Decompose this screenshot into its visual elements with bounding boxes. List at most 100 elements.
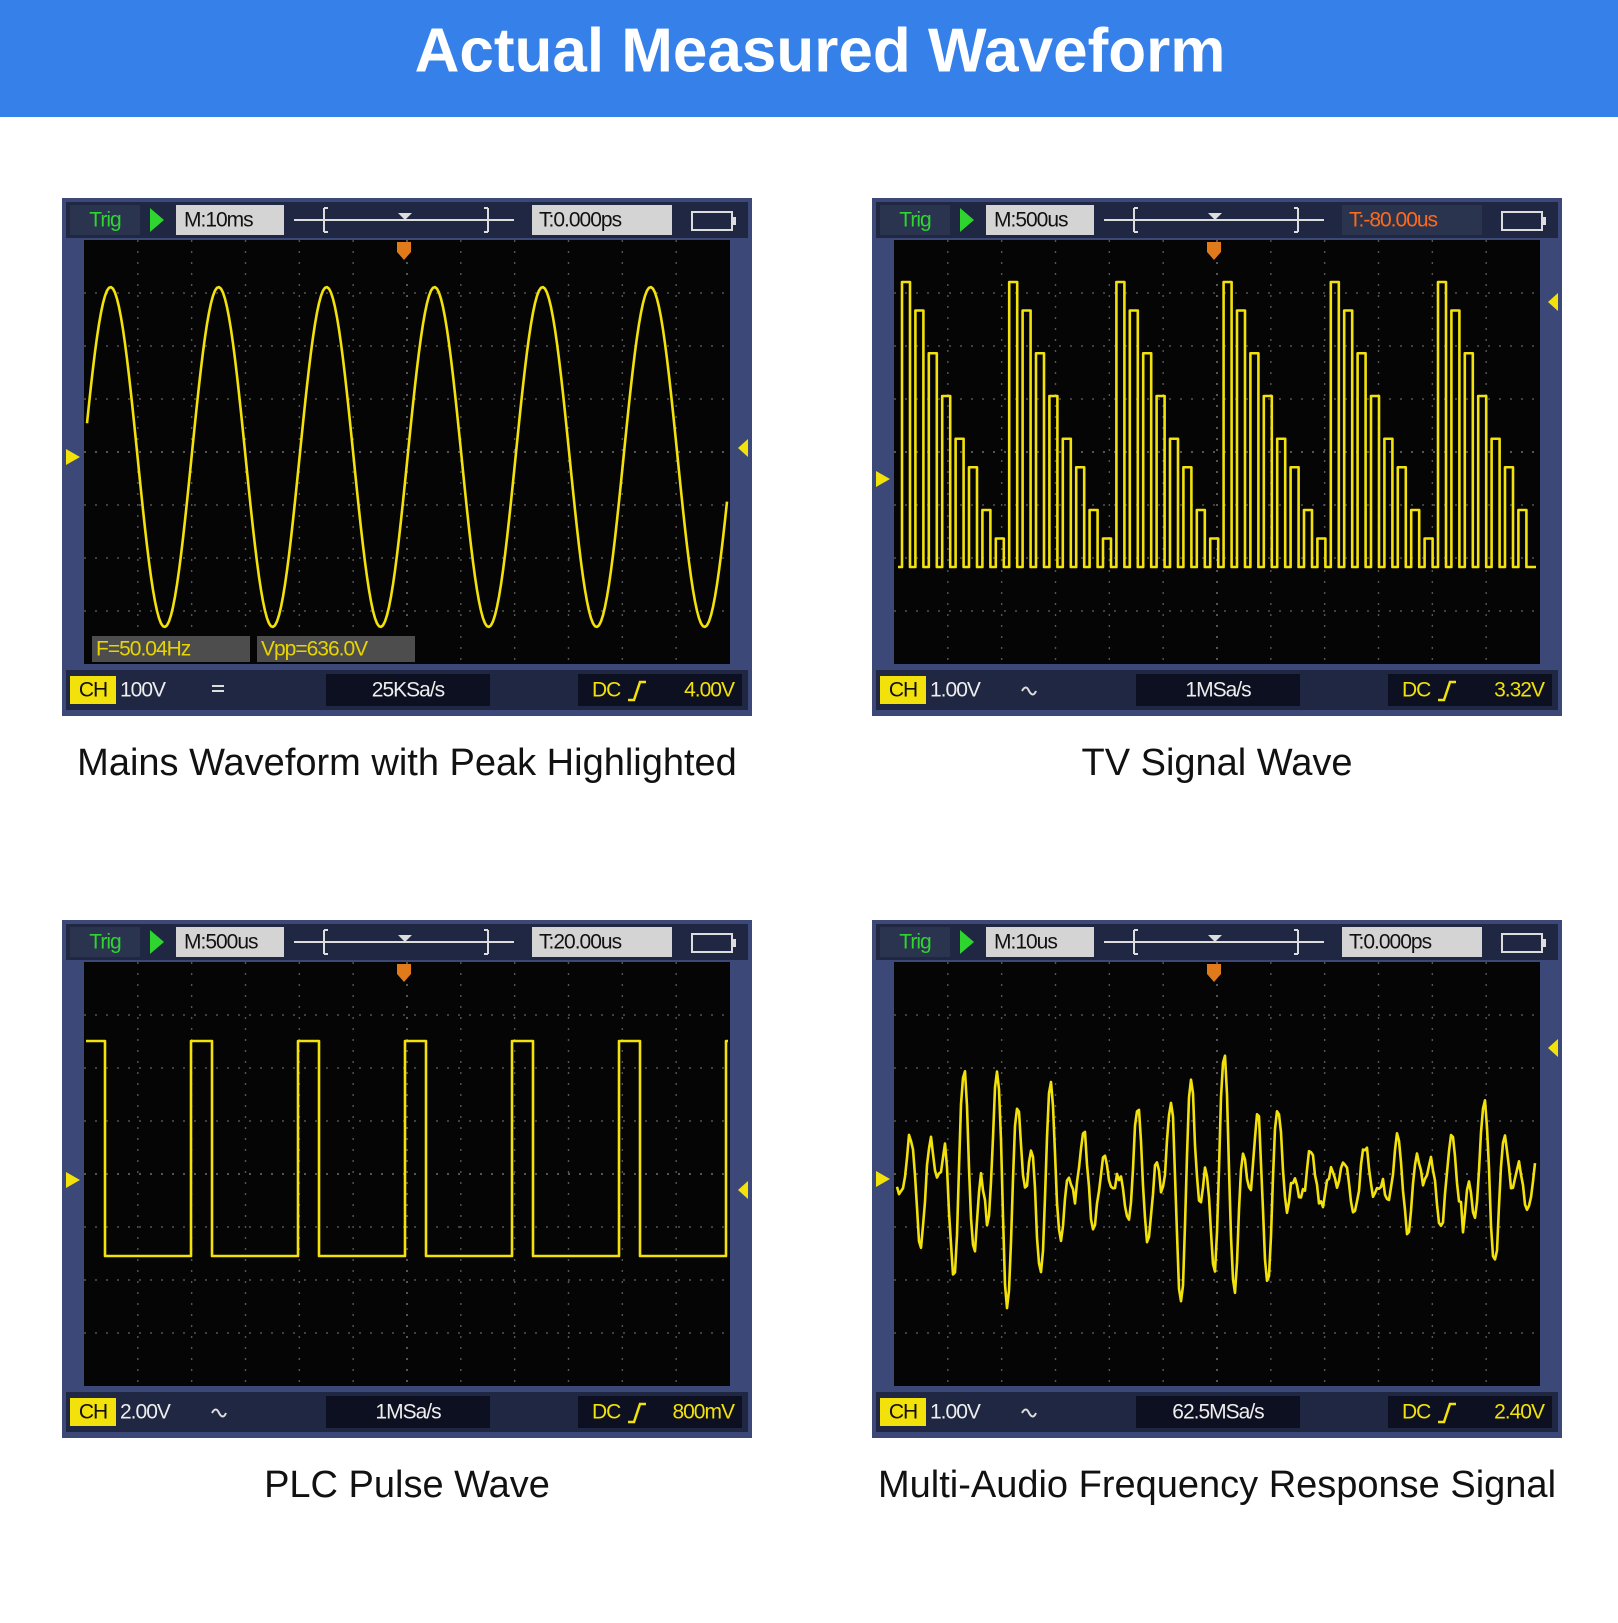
battery-tip (732, 939, 736, 947)
channel: CH (79, 1401, 107, 1424)
waveform (85, 285, 729, 629)
battery-tip (1542, 939, 1546, 947)
trigger-info-box (578, 1396, 742, 1428)
trigger-level: 2.40V (1494, 1401, 1545, 1424)
trigger-time: T:0.000ps (539, 209, 622, 232)
trigger-position-bar (1104, 929, 1324, 955)
trig-box (70, 927, 140, 957)
coupling-icon (1021, 1408, 1037, 1418)
scope-screen: TrigM:10usT:0.000psaudioCH1.00V62.5MSa/s… (872, 920, 1562, 1438)
channel: CH (79, 679, 107, 702)
trigger-level: 3.32V (1494, 679, 1545, 702)
header-title: Actual Measured Waveform (415, 16, 1226, 85)
caption: TV Signal Wave (1081, 742, 1352, 784)
sample-rate: 1MSa/s (1185, 679, 1251, 702)
sample-rate: 62.5MSa/s (1172, 1401, 1264, 1424)
waveform (895, 1054, 1537, 1310)
scope-screen: TrigM:500usT:20.00uspulseCH2.00V1MSa/sDC… (62, 920, 752, 1438)
trigger-time: T:-80.00us (1349, 209, 1438, 232)
trigger-marker (1207, 964, 1221, 982)
run-icon (960, 208, 974, 232)
ground-marker (876, 1171, 890, 1187)
sample-rate-box (326, 674, 490, 706)
coupling: DC (1402, 679, 1431, 702)
measurement: F=50.04Hz (96, 638, 191, 661)
scope-screen: TrigM:10msT:0.000pssineF=50.04HzVpp=636.… (62, 198, 752, 716)
timebase-box (176, 927, 284, 957)
trigger-position-marker (398, 935, 412, 942)
volts-div: 100V (120, 679, 166, 702)
measurement-box (257, 636, 415, 662)
trig-label: Trig (89, 209, 121, 232)
trigger-marker (1207, 242, 1221, 260)
trigger-marker (397, 964, 411, 982)
sample-rate: 1MSa/s (375, 1401, 441, 1424)
trigger-slope-icon (1438, 680, 1456, 702)
timebase-box (176, 205, 284, 235)
caption: Mains Waveform with Peak Highlighted (77, 742, 737, 784)
trigger-slope-icon (628, 1402, 646, 1424)
trigger-time-box (1342, 205, 1482, 235)
sample-rate-box (1136, 1396, 1300, 1428)
trigger-position-bar (294, 207, 514, 233)
trigger-slope-icon (628, 680, 646, 702)
sample-rate: 25KSa/s (372, 679, 445, 702)
channel-box (70, 676, 116, 704)
trigger-time-box (532, 927, 672, 957)
waveform (898, 280, 1536, 569)
timebase: M:500us (184, 931, 258, 954)
trigger-info-box (1388, 1396, 1552, 1428)
volts-div: 2.00V (120, 1401, 171, 1424)
coupling: DC (1402, 1401, 1431, 1424)
header-band (0, 0, 1618, 117)
caption: PLC Pulse Wave (264, 1464, 550, 1506)
trigger-level: 4.00V (684, 679, 735, 702)
coupling: DC (592, 679, 621, 702)
sample-rate-box (1136, 674, 1300, 706)
trigger-marker (397, 242, 411, 260)
trig-box (880, 205, 950, 235)
trigger-position-bar (1104, 207, 1324, 233)
volts-div: 1.00V (930, 679, 981, 702)
trigger-info-box (1388, 674, 1552, 706)
timebase-box (986, 927, 1094, 957)
channel-box (880, 1398, 926, 1426)
trigger-position-bar (294, 929, 514, 955)
trig-label: Trig (89, 931, 121, 954)
run-icon (150, 930, 164, 954)
caption: Multi-Audio Frequency Response Signal (878, 1464, 1556, 1506)
waveform (86, 1039, 728, 1258)
measurement: Vpp=636.0V (261, 638, 368, 661)
channel-box (880, 676, 926, 704)
trigger-level-marker (1548, 293, 1558, 311)
plot-area (84, 962, 730, 1386)
trigger-position-marker (1208, 935, 1222, 942)
timebase-box (986, 205, 1094, 235)
trigger-info-box (578, 674, 742, 706)
ground-marker (66, 1172, 80, 1188)
timebase: M:500us (994, 209, 1068, 232)
channel: CH (889, 679, 917, 702)
channel: CH (889, 1401, 917, 1424)
scope-screen: TrigM:500usT:-80.00ustvCH1.00V1MSa/sDC3.… (872, 198, 1562, 716)
battery-tip (1542, 217, 1546, 225)
coupling: DC (592, 1401, 621, 1424)
trig-box (70, 205, 140, 235)
trigger-time-box (1342, 927, 1482, 957)
trigger-time: T:0.000ps (1349, 931, 1432, 954)
trigger-level-marker (1548, 1039, 1558, 1057)
trig-label: Trig (899, 931, 931, 954)
trig-label: Trig (899, 209, 931, 232)
run-icon (960, 930, 974, 954)
trigger-time-box (532, 205, 672, 235)
coupling-icon (211, 1408, 227, 1418)
timebase: M:10us (994, 931, 1057, 954)
trigger-slope-icon (1438, 1402, 1456, 1424)
ground-marker (876, 471, 890, 487)
run-icon (150, 208, 164, 232)
channel-box (70, 1398, 116, 1426)
timebase: M:10ms (184, 209, 253, 232)
coupling-icon (212, 685, 224, 692)
sample-rate-box (326, 1396, 490, 1428)
